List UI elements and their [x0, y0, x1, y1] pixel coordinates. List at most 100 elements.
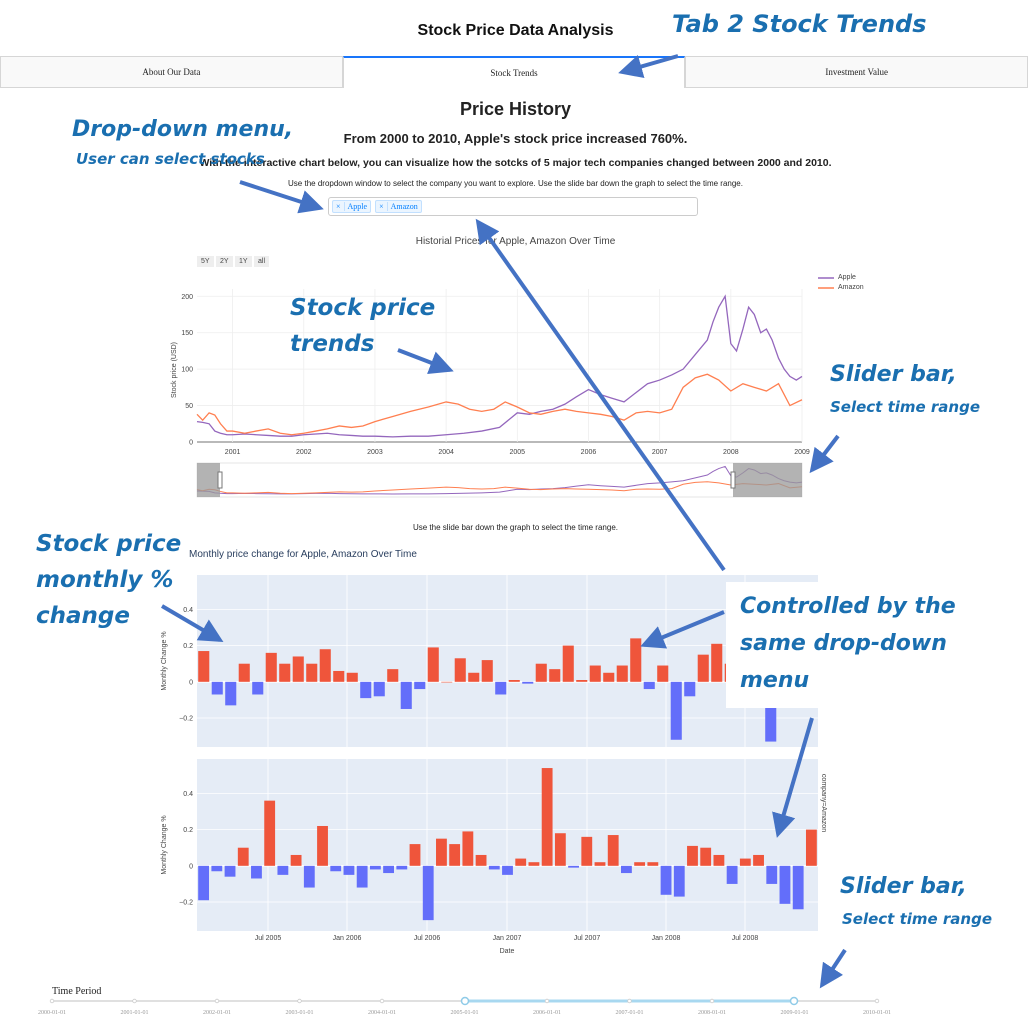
bar-amazon[interactable] [515, 858, 527, 866]
remove-apple-icon[interactable]: × [336, 202, 345, 211]
bar-apple[interactable] [360, 681, 372, 699]
bar-apple[interactable] [711, 643, 723, 682]
bar-apple[interactable] [724, 663, 736, 682]
bar-amazon[interactable] [673, 865, 685, 897]
bar-apple[interactable] [333, 670, 345, 682]
range-button-5y[interactable]: 5Y [197, 256, 214, 267]
time-slider-mark-dot[interactable] [709, 998, 715, 1004]
monthly-change-chart[interactable]: 0.4 0.2 0 −0.2 0.4 0.2 0 −0.2 Jul 2005 Jan 2006 Ju… [0, 560, 1031, 960]
bar-apple[interactable] [670, 681, 682, 740]
bar-apple[interactable] [481, 660, 493, 682]
range-button-2y[interactable]: 2Y [216, 256, 233, 267]
bar-apple[interactable] [319, 649, 331, 682]
range-button-all[interactable]: all [254, 256, 270, 267]
time-slider-mark-dot[interactable] [132, 998, 137, 1004]
bar-apple[interactable] [346, 672, 358, 682]
range-slider-left-handle[interactable] [217, 471, 223, 489]
bar-apple[interactable] [211, 681, 223, 695]
bar-apple[interactable] [414, 681, 426, 690]
bar-amazon[interactable] [620, 865, 632, 874]
bar-apple[interactable] [643, 681, 655, 690]
bar-apple[interactable] [684, 681, 696, 697]
bar-amazon[interactable] [475, 854, 487, 866]
bar-amazon[interactable] [356, 865, 368, 888]
bar-apple[interactable] [697, 654, 709, 682]
bar-amazon[interactable] [805, 829, 817, 866]
bar-amazon[interactable] [369, 865, 381, 870]
price-line-apple[interactable] [196, 294, 803, 438]
bar-apple[interactable] [198, 651, 210, 682]
bar-apple[interactable] [252, 681, 264, 695]
bar-amazon[interactable] [581, 836, 593, 866]
price-chart[interactable]: Stock price (USD) 0 50 100 150 200 2001 2002 20… [0, 0, 1031, 520]
time-period-slider[interactable]: 2000-01-01 2001-01-01 2002-01-01 2003-01-01… [0, 994, 1031, 1020]
bar-apple[interactable] [225, 681, 237, 706]
bar-amazon[interactable] [488, 865, 500, 870]
bar-amazon[interactable] [766, 865, 778, 884]
bar-apple[interactable] [657, 665, 669, 682]
bar-apple[interactable] [589, 665, 601, 682]
bar-amazon[interactable] [330, 865, 342, 872]
bar-apple[interactable] [468, 672, 480, 682]
time-slider-start-handle[interactable] [460, 996, 470, 1006]
bar-amazon[interactable] [687, 845, 698, 866]
time-slider-mark-dot[interactable] [544, 998, 550, 1004]
bar-amazon[interactable] [264, 800, 276, 866]
bar-amazon[interactable] [779, 865, 791, 904]
bar-amazon[interactable] [383, 865, 395, 874]
range-button-1y[interactable]: 1Y [235, 256, 252, 267]
time-slider-mark-dot[interactable] [49, 998, 55, 1004]
bar-apple[interactable] [603, 672, 615, 682]
bar-amazon[interactable] [594, 862, 606, 866]
bar-amazon[interactable] [700, 847, 712, 866]
bar-amazon[interactable] [753, 854, 764, 866]
bar-amazon[interactable] [792, 865, 804, 910]
bar-amazon[interactable] [224, 865, 236, 877]
company-dropdown[interactable]: × Apple × Amazon [328, 197, 698, 216]
bar-apple[interactable] [292, 656, 304, 682]
bar-amazon[interactable] [528, 862, 540, 866]
tab-investment-value[interactable]: Investment Value [685, 56, 1029, 88]
bar-apple[interactable] [427, 647, 439, 682]
bar-amazon[interactable] [317, 825, 328, 866]
bar-apple[interactable] [765, 681, 777, 742]
bar-apple[interactable] [616, 665, 628, 682]
time-slider-mark-dot[interactable] [214, 998, 220, 1004]
price-line-amazon[interactable] [196, 373, 803, 436]
range-slider-right-handle[interactable] [730, 471, 736, 489]
bar-amazon[interactable] [422, 865, 434, 921]
bar-apple[interactable] [508, 680, 520, 682]
bar-amazon[interactable] [554, 833, 566, 866]
bar-apple[interactable] [238, 663, 250, 682]
bar-amazon[interactable] [726, 865, 738, 884]
bar-apple[interactable] [495, 681, 507, 695]
bar-amazon[interactable] [634, 862, 646, 866]
time-slider-mark-dot[interactable] [297, 998, 302, 1004]
tab-about-our-data[interactable]: About Our Data [0, 56, 343, 88]
bar-amazon[interactable] [290, 854, 302, 866]
bar-amazon[interactable] [251, 865, 262, 879]
bar-apple[interactable] [400, 681, 412, 709]
time-slider-end-handle[interactable] [789, 996, 799, 1006]
bar-amazon[interactable] [449, 844, 461, 866]
bar-amazon[interactable] [343, 865, 355, 875]
bar-amazon[interactable] [303, 865, 315, 888]
bar-apple[interactable] [373, 681, 385, 697]
bar-amazon[interactable] [647, 862, 659, 866]
bar-apple[interactable] [535, 663, 547, 682]
bar-amazon[interactable] [396, 865, 408, 870]
remove-amazon-icon[interactable]: × [379, 202, 388, 211]
bar-amazon[interactable] [660, 865, 672, 895]
legend-apple[interactable]: Apple [818, 274, 856, 281]
bar-amazon[interactable] [436, 838, 447, 866]
bar-apple[interactable] [549, 669, 561, 682]
bar-amazon[interactable] [502, 865, 513, 875]
bar-amazon[interactable] [277, 865, 289, 875]
bar-apple[interactable] [522, 681, 534, 684]
legend-amazon[interactable]: Amazon [818, 284, 864, 291]
bar-apple[interactable] [576, 680, 588, 682]
bar-apple[interactable] [630, 638, 642, 682]
bar-amazon[interactable] [462, 831, 474, 866]
bar-apple[interactable] [306, 663, 318, 682]
bar-apple[interactable] [265, 652, 277, 682]
